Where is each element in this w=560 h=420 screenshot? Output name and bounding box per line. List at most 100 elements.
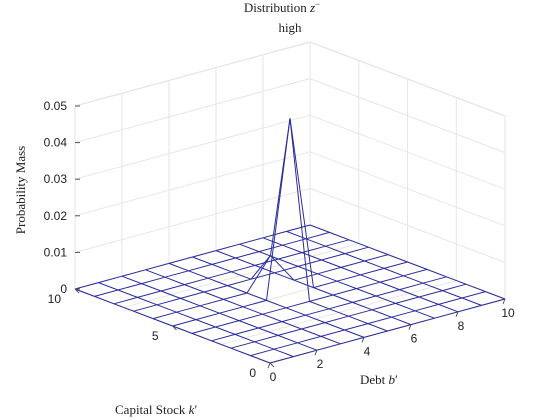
mesh-line: [371, 302, 396, 311]
mesh-line: [324, 315, 349, 324]
mesh-line: [309, 224, 330, 233]
mesh-line: [199, 305, 220, 314]
y-tick-mark: [172, 325, 177, 331]
x-tick-label: 10: [501, 306, 515, 320]
mesh-line: [438, 297, 463, 305]
z-tick-label: 0.01: [44, 245, 68, 259]
mesh-line: [332, 294, 353, 303]
mesh-line: [262, 230, 287, 239]
mesh-line: [145, 262, 170, 271]
mesh-line: [227, 278, 252, 287]
probability-mesh: [74, 118, 506, 364]
mesh-line: [379, 275, 404, 283]
mesh-line: [172, 325, 193, 334]
mesh-line: [117, 283, 142, 291]
mesh-line: [242, 299, 267, 308]
mesh-line: [230, 341, 255, 349]
mesh-line: [258, 251, 279, 260]
mesh-line: [317, 273, 338, 282]
mesh-line: [234, 327, 259, 335]
mesh-line: [282, 238, 307, 246]
mesh-line: [250, 272, 275, 280]
mesh-line: [328, 308, 349, 317]
mesh-line: [352, 301, 373, 311]
x-axis-label: Debt b′: [360, 372, 398, 387]
mesh-line: [301, 245, 326, 254]
mesh-line: [235, 257, 256, 266]
mesh-line: [363, 330, 388, 338]
mesh-line: [340, 336, 365, 345]
mesh-line: [344, 253, 365, 262]
grid-line: [74, 187, 311, 253]
mesh-line: [230, 347, 251, 357]
mesh-line: [184, 284, 205, 293]
mesh-line: [422, 276, 447, 284]
mesh-line: [156, 304, 177, 313]
mesh-line: [211, 333, 236, 342]
mesh-line: [325, 239, 350, 247]
mesh-line: [418, 296, 439, 305]
mesh-line: [121, 269, 146, 277]
mesh-line: [199, 298, 224, 307]
mesh-line: [113, 296, 138, 305]
mesh-line: [195, 319, 216, 328]
mesh-line: [207, 277, 228, 287]
mesh-line: [293, 349, 318, 358]
mesh-line: [403, 268, 428, 277]
mesh-line: [375, 289, 400, 297]
mesh-line: [258, 244, 283, 253]
mesh-line: [215, 320, 240, 328]
mesh-line: [273, 342, 298, 350]
mesh-line: [356, 288, 377, 297]
z-tick-label: 0: [60, 282, 67, 296]
mesh-line: [407, 261, 428, 270]
y-axis-label: Capital Stock k′: [115, 402, 197, 417]
mesh-line: [262, 313, 283, 323]
mesh-line: [301, 328, 322, 337]
mesh-line: [231, 271, 252, 280]
axis-box: [74, 41, 506, 364]
z-tick-label: 0.02: [44, 209, 68, 223]
mesh-line: [321, 253, 346, 261]
mesh-line: [211, 340, 232, 349]
mesh-line: [286, 230, 307, 240]
mesh-line: [328, 301, 353, 310]
z-tick-label: 0.04: [44, 136, 68, 150]
mesh-line: [137, 296, 158, 306]
mesh-line: [286, 224, 311, 232]
mesh-line: [360, 267, 385, 276]
x-tick-label: 8: [458, 319, 465, 333]
mesh-line: [254, 258, 279, 266]
mesh-line: [293, 279, 314, 289]
mesh-line: [262, 237, 283, 246]
mesh-line: [192, 250, 217, 258]
mesh-line: [203, 291, 224, 300]
mesh-line: [442, 283, 467, 292]
mesh-line: [422, 282, 443, 292]
mesh-line: [168, 256, 193, 264]
mesh-line: [203, 285, 228, 293]
mesh-line: [188, 270, 209, 279]
mesh-line: [364, 254, 389, 262]
chart-title-line1: Distribution z−: [244, 0, 320, 15]
mesh-line: [176, 305, 201, 313]
y-tick-label: 10: [48, 292, 62, 306]
x-tick-label: 6: [411, 332, 418, 346]
mesh-line: [278, 258, 299, 267]
mesh-line: [258, 327, 279, 336]
mesh-line: [293, 273, 318, 281]
mesh-line: [246, 292, 267, 301]
mesh-line: [348, 315, 369, 325]
mesh-line: [238, 313, 263, 322]
mesh-line: [332, 288, 357, 296]
mesh-line: [383, 261, 408, 269]
mesh-line: [289, 118, 310, 302]
mesh-line: [375, 295, 396, 304]
mesh-line: [223, 298, 244, 308]
x-tick-mark: [267, 362, 271, 369]
mesh-line: [117, 289, 138, 298]
mesh-line: [191, 326, 216, 334]
mesh-line: [160, 290, 181, 299]
mesh-line: [141, 276, 166, 285]
